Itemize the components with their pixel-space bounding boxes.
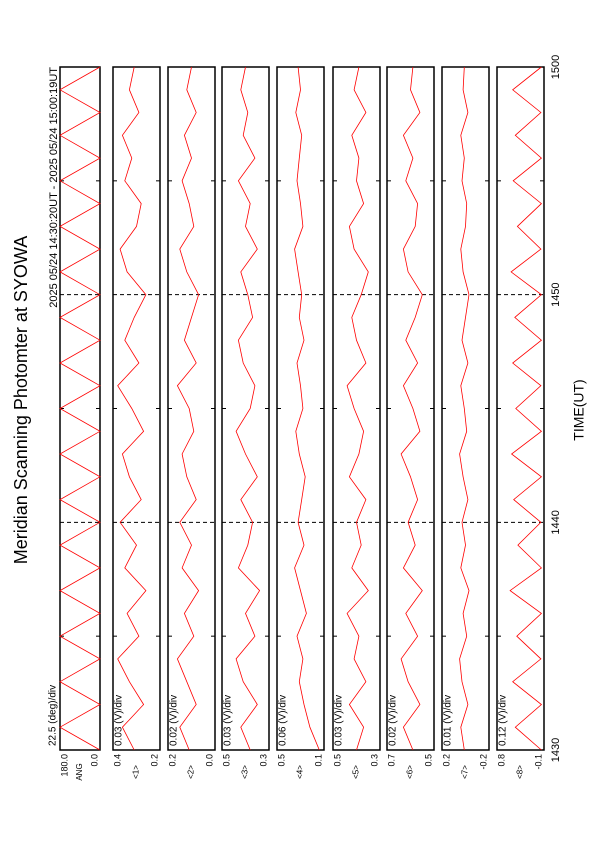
panel-frame bbox=[441, 66, 490, 751]
trace bbox=[400, 66, 423, 751]
x-tick-label: 1440 bbox=[550, 510, 562, 534]
scale-label: 0.06 (V)/div bbox=[278, 695, 289, 746]
y-tick-label: 0.5 bbox=[423, 754, 433, 767]
y-tick-label: 0.5 bbox=[332, 754, 342, 767]
panel-frame bbox=[276, 66, 325, 751]
scale-label: 0.12 (V)/div bbox=[498, 695, 509, 746]
scale-label: 0.03 (V)/div bbox=[114, 695, 125, 746]
y-tick-label: 0.4 bbox=[112, 754, 122, 767]
channel-name: <2> bbox=[187, 765, 196, 779]
channel-name: <4> bbox=[296, 765, 305, 779]
panel-frame bbox=[112, 66, 161, 751]
channel-name: <5> bbox=[352, 765, 361, 779]
rotated-figure: Meridian Scanning Photomter at SYOWA 202… bbox=[11, 55, 587, 781]
trace bbox=[235, 66, 261, 751]
trace bbox=[59, 66, 101, 751]
y-tick-label: 0.3 bbox=[369, 754, 379, 767]
y-tick-label: 0.7 bbox=[386, 754, 396, 767]
y-tick-label: 0.2 bbox=[149, 754, 159, 767]
y-tick-label: 0.2 bbox=[441, 754, 451, 767]
trace bbox=[294, 66, 320, 751]
channel-name: ANG bbox=[75, 763, 84, 780]
y-tick-label: 0.8 bbox=[496, 754, 506, 767]
trace bbox=[346, 66, 369, 751]
channel-name: <1> bbox=[132, 765, 141, 779]
channel-name: <8> bbox=[516, 765, 525, 779]
scale-label: 0.02 (V)/div bbox=[388, 695, 399, 746]
x-tick-label: 1430 bbox=[550, 738, 562, 762]
panel-frame bbox=[496, 66, 545, 751]
y-tick-label: 0.5 bbox=[221, 754, 231, 767]
chart-title: Meridian Scanning Photomter at SYOWA bbox=[11, 236, 31, 564]
trace bbox=[117, 66, 147, 751]
y-tick-label: 180.0 bbox=[59, 754, 69, 777]
y-tick-label: 0.1 bbox=[313, 754, 323, 767]
panel-frame bbox=[386, 66, 435, 751]
scale-label: 0.03 (V)/div bbox=[334, 695, 345, 746]
channel-name: <7> bbox=[461, 765, 470, 779]
channel-name: <3> bbox=[241, 765, 250, 779]
x-tick-label: 1500 bbox=[550, 55, 562, 79]
chart-subtitle: 2025 05/24 14:30:20UT - 2025 05/24 15:00… bbox=[48, 67, 60, 308]
trace bbox=[459, 66, 470, 751]
y-tick-label: 0.5 bbox=[276, 754, 286, 767]
panel-frame bbox=[167, 66, 216, 751]
y-tick-label: 0.3 bbox=[258, 754, 268, 767]
scale-label: 0.02 (V)/div bbox=[169, 695, 180, 746]
x-tick-label: 1450 bbox=[550, 282, 562, 306]
y-tick-label: -0.2 bbox=[478, 754, 488, 770]
y-tick-label: 0.0 bbox=[89, 754, 99, 767]
y-tick-label: 0.2 bbox=[167, 754, 177, 767]
trace bbox=[176, 66, 200, 751]
trace bbox=[509, 66, 543, 751]
y-tick-label: 0.0 bbox=[204, 754, 214, 767]
y-tick-label: -0.1 bbox=[533, 754, 543, 770]
channel-name: <6> bbox=[406, 765, 415, 779]
scale-label: 0.03 (V)/div bbox=[223, 695, 234, 746]
x-axis-label: TIME(UT) bbox=[571, 379, 587, 440]
scale-label: 0.01 (V)/div bbox=[443, 695, 454, 746]
scale-label: 22.5 (deg)/div bbox=[48, 685, 59, 746]
